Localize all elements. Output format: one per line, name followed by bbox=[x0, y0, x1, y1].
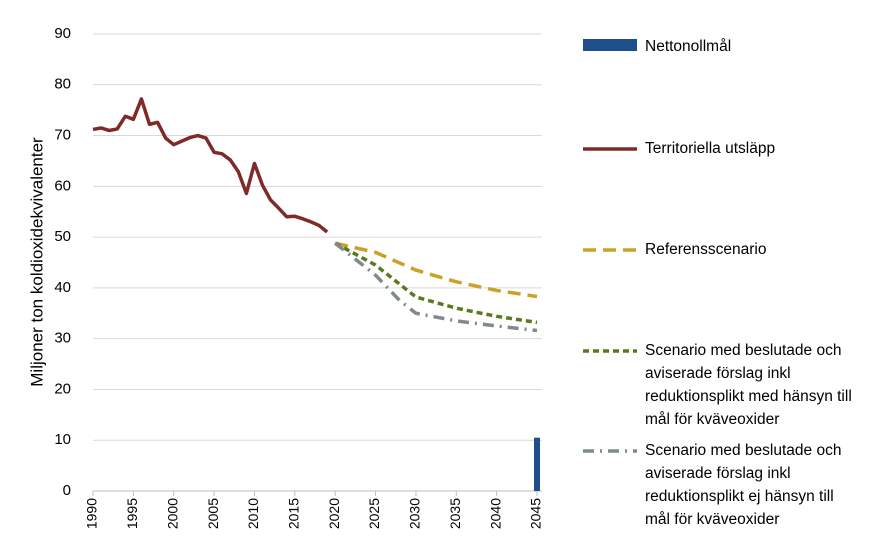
y-tick-label: 60 bbox=[54, 177, 71, 194]
line-series bbox=[334, 241, 538, 333]
legend-label: Scenario med beslutade och aviserade för… bbox=[645, 342, 852, 428]
y-tick-label: 30 bbox=[54, 330, 71, 347]
y-tick-label: 0 bbox=[63, 482, 71, 499]
line-series bbox=[92, 97, 329, 234]
legend-label: Territoriella utsläpp bbox=[645, 140, 776, 157]
y-tick-label: 20 bbox=[54, 380, 71, 397]
legend-label: Referensscenario bbox=[645, 241, 767, 258]
line-series bbox=[334, 241, 538, 299]
x-tick-label: 2010 bbox=[245, 498, 261, 529]
x-tick-label: 2005 bbox=[205, 498, 221, 529]
y-tick-label: 40 bbox=[54, 279, 71, 296]
bar bbox=[534, 437, 540, 491]
x-tick-label: 2000 bbox=[164, 498, 180, 529]
y-tick-label: 70 bbox=[54, 127, 71, 144]
legend-label: Scenario med beslutade och aviserade för… bbox=[645, 442, 842, 528]
x-tick-label: 1995 bbox=[124, 498, 140, 529]
y-axis-label: Miljoner ton koldioxidekvivalenter bbox=[27, 137, 46, 387]
x-tick-label: 2020 bbox=[326, 498, 342, 529]
y-tick-label: 10 bbox=[54, 431, 71, 448]
x-tick-label: 2025 bbox=[366, 498, 382, 529]
y-tick-label: 80 bbox=[54, 76, 71, 93]
x-tick-label: 2045 bbox=[528, 498, 544, 529]
y-tick-label: 50 bbox=[54, 228, 71, 245]
x-tick-label: 2035 bbox=[447, 498, 463, 529]
x-tick-label: 2030 bbox=[407, 498, 423, 529]
line-series bbox=[334, 241, 538, 325]
x-tick-label: 2015 bbox=[286, 498, 302, 529]
legend-swatch bbox=[583, 39, 637, 51]
legend-label: Nettonollmål bbox=[645, 38, 732, 55]
x-tick-label: 1990 bbox=[84, 498, 100, 529]
x-tick-label: 2040 bbox=[487, 498, 503, 529]
y-tick-label: 90 bbox=[54, 25, 71, 42]
